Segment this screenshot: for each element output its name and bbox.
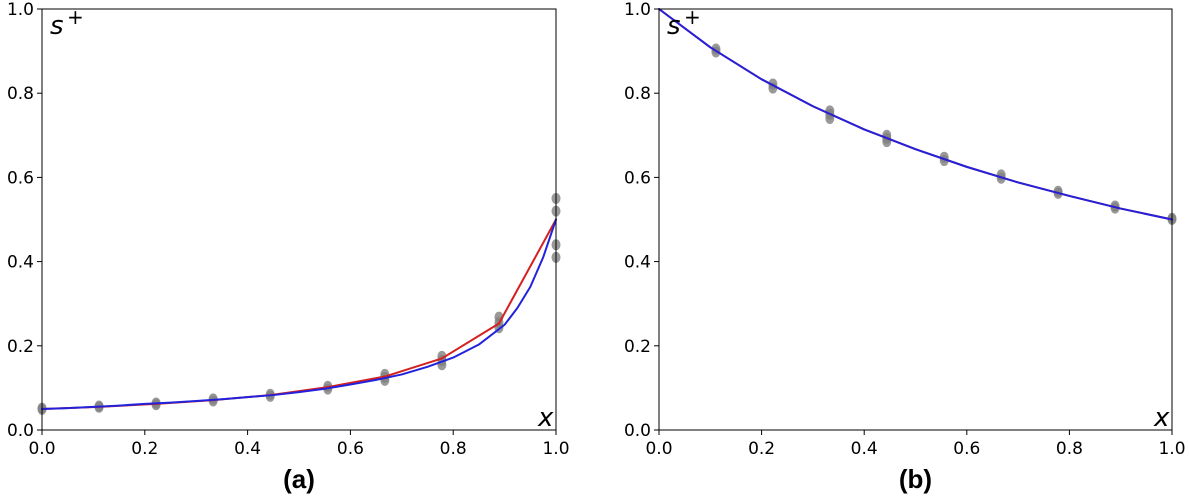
y-tick-label: 0.6: [7, 168, 34, 188]
plot-frame: [41, 8, 557, 431]
y-tick-label: 0.8: [7, 84, 34, 104]
x-tick-label: 0.4: [234, 439, 261, 459]
x-tick-label: 1.0: [542, 439, 569, 459]
y-axis-label-superscript: +: [684, 5, 701, 29]
x-tick-label: 0.0: [28, 439, 55, 459]
panel-b: 0.0 0.2 0.4 0.6 0.8 1.0 0.0 0.2 0.4 0.6 0.8 1.0 s + x (…: [624, 0, 1186, 494]
y-tick-label: 0.4: [7, 253, 34, 273]
x-axis-label: x: [1153, 403, 1170, 433]
x-tick-label: 0.2: [748, 439, 775, 459]
series-line-red: [658, 8, 1173, 221]
panel-a: 0.0 0.2 0.4 0.6 0.8 1.0 0.0 0.2 0.4 0.6 0.8 1.0 s + x (…: [7, 0, 570, 494]
x-tick-label: 0.0: [645, 439, 672, 459]
y-axis-label-superscript: +: [67, 5, 84, 29]
y-tick-label: 1.0: [624, 0, 651, 20]
y-tick-label: 1.0: [7, 0, 34, 20]
x-axis-label: x: [537, 403, 554, 433]
panel-label: (b): [899, 464, 932, 494]
y-tick-label: 0.2: [624, 337, 651, 357]
y-tick-label: 0.0: [7, 421, 34, 441]
x-tick-label: 0.6: [337, 439, 364, 459]
y-tick-label: 0.6: [624, 168, 651, 188]
data-point: [1110, 200, 1120, 212]
y-tick-label: 0.0: [624, 421, 651, 441]
x-tick-label: 1.0: [1158, 439, 1185, 459]
y-tick-label: 0.4: [624, 253, 651, 273]
plot-frame: [658, 8, 1173, 431]
x-tick-label: 0.8: [440, 439, 467, 459]
series-line-red: [41, 218, 557, 410]
series-line-blue: [41, 218, 557, 410]
x-tick-label: 0.4: [851, 439, 878, 459]
x-tick-label: 0.6: [953, 439, 980, 459]
y-tick-label: 0.2: [7, 337, 34, 357]
y-axis-label: s: [667, 11, 681, 41]
series-line-blue: [658, 8, 1173, 221]
x-tick-label: 0.2: [131, 439, 158, 459]
panel-label: (a): [283, 464, 315, 494]
x-tick-label: 0.8: [1056, 439, 1083, 459]
y-axis-label: s: [50, 11, 64, 41]
y-tick-label: 0.8: [624, 84, 651, 104]
